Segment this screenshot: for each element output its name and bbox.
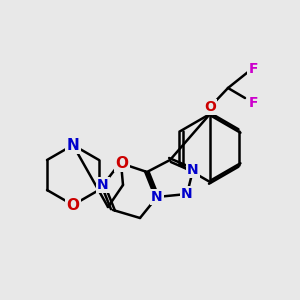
Text: N: N	[187, 163, 199, 177]
Text: N: N	[151, 190, 163, 204]
Text: N: N	[67, 137, 80, 152]
Text: F: F	[248, 62, 258, 76]
Text: N: N	[151, 190, 163, 204]
Text: N: N	[97, 178, 109, 192]
Text: O: O	[67, 197, 80, 212]
Text: O: O	[204, 100, 216, 114]
Text: O: O	[116, 155, 128, 170]
Text: N: N	[181, 187, 193, 201]
Text: F: F	[248, 96, 258, 110]
